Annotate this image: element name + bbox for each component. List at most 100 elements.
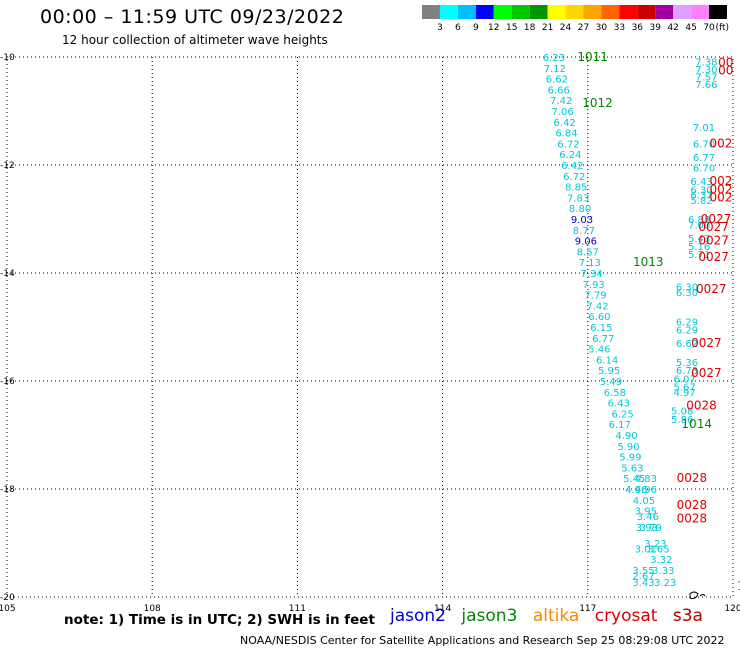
colorbar-tick: 45 xyxy=(685,23,696,33)
wave-height-label-east: 6.07 xyxy=(673,374,695,385)
cryosat-time-label: 002 xyxy=(709,182,732,196)
wave-height-label: 7.93 xyxy=(582,280,604,291)
wave-height-label: 3.32 xyxy=(650,555,672,566)
cryosat-time-label: 0027 xyxy=(698,220,729,234)
colorbar-swatch xyxy=(475,5,494,19)
chart-axes: 105 108 111 114 117 120 -10 -12 -14 -16 -18 -20 xyxy=(0,53,740,614)
wave-height-label-east: 5.36 xyxy=(676,358,698,369)
wave-height-label: 3.65 xyxy=(647,544,669,555)
wave-height-label: 3.93 xyxy=(636,523,658,534)
wave-height-label: 8.77 xyxy=(573,226,595,237)
wave-height-label: 7.83 xyxy=(567,193,589,204)
x-tick-label: 120 xyxy=(724,604,740,614)
wave-height-label-east: 5.08 xyxy=(671,407,693,418)
wave-height-label: 6.42 xyxy=(561,161,583,172)
wave-height-label: 6.43 xyxy=(608,399,630,410)
colorbar-swatch xyxy=(439,5,458,19)
wave-height-label: 9.03 xyxy=(571,215,593,226)
wave-height-label: 3.33 xyxy=(652,566,674,577)
cryosat-time-label: 0028 xyxy=(677,471,708,485)
jason3-time-label: 1011 xyxy=(577,50,608,64)
wave-height-label: 3.01 xyxy=(635,544,657,555)
wave-height-label: 6.24 xyxy=(559,150,581,161)
wave-height-label: 3.55 xyxy=(632,566,654,577)
wave-height-label-east: 6.77 xyxy=(693,153,715,164)
wave-height-label: 6.14 xyxy=(596,355,618,366)
wave-height-label: 5.90 xyxy=(617,442,639,453)
legend-jason2: jason2 xyxy=(390,606,446,626)
wave-height-label: 3.95 xyxy=(635,507,657,518)
wave-height-label: 6.25 xyxy=(612,409,634,420)
wave-height-label-east: 7.01 xyxy=(693,123,715,134)
colorbar-swatch xyxy=(511,5,530,19)
wave-height-label: 7.13 xyxy=(579,258,601,269)
cryosat-time-label: 0027 xyxy=(696,282,727,296)
legend-altika: altika xyxy=(532,606,580,626)
colorbar-tick: 15 xyxy=(506,23,517,33)
cryosat-time-label: 002 xyxy=(709,174,732,188)
wave-height-label: 9.06 xyxy=(575,237,597,248)
wave-height-label: 5.45 xyxy=(623,474,645,485)
wave-height-label-east: 5.67 xyxy=(673,382,695,393)
wave-height-label: 8.85 xyxy=(565,183,587,194)
legend-jason3: jason3 xyxy=(461,606,518,626)
wave-height-label: 2.67 xyxy=(632,571,654,582)
cryosat-time-label: 0028 xyxy=(686,398,717,412)
colorbar-tick: 70 xyxy=(703,23,715,33)
wave-height-label: 6.72 xyxy=(557,139,579,150)
wave-height-label: 7.06 xyxy=(551,107,573,118)
wave-height-label: 6.23 xyxy=(543,53,565,64)
satellite-legend: jason2 jason3 altika cryosat s3a xyxy=(390,606,713,626)
x-tick-label: 111 xyxy=(289,604,306,614)
legend-s3a: s3a xyxy=(672,606,703,626)
colorbar-swatch xyxy=(565,5,584,19)
colorbar-swatch xyxy=(673,5,692,19)
cryosat-time-label: 00 xyxy=(718,55,733,69)
colorbar-swatch xyxy=(691,5,710,19)
wave-height-label: 6.15 xyxy=(590,323,612,334)
colorbar-swatch xyxy=(619,5,638,19)
wave-height-label: 5.99 xyxy=(619,453,641,464)
wave-height-label-east: 7.38 xyxy=(695,57,717,68)
wave-height-label: 6.58 xyxy=(604,388,626,399)
colorbar-swatch xyxy=(709,5,727,19)
wave-height-label: 7.79 xyxy=(584,291,606,302)
colorbar-unit: (ft) xyxy=(715,23,729,33)
wave-height-label: 7.42 xyxy=(550,96,572,107)
colorbar-tick: 18 xyxy=(524,23,536,33)
cryosat-time-label: 002 xyxy=(709,136,732,150)
cryosat-time-label: 00 xyxy=(718,64,733,78)
colorbar-swatch xyxy=(601,5,620,19)
wave-height-label: 6.42 xyxy=(553,118,575,129)
y-tick-label: -12 xyxy=(0,161,15,171)
wave-height-label-east: 6.29 xyxy=(676,326,698,337)
chart-marks: 6.237.126.626.667.427.066.426.846.726.24… xyxy=(543,50,740,593)
colorbar-tick: 30 xyxy=(596,23,608,33)
wave-height-label: 6.66 xyxy=(548,85,570,96)
chart-grid xyxy=(7,57,733,597)
cryosat-time-label: 0027 xyxy=(698,250,729,264)
footer-credit: NOAA/NESDIS Center for Satellite Applica… xyxy=(240,634,725,647)
wave-height-label-east: 6.88 xyxy=(688,215,710,226)
wave-height-label-east: 5.82 xyxy=(690,196,712,207)
legend-cryosat: cryosat xyxy=(594,606,658,626)
wave-height-label: 5.49 xyxy=(600,377,622,388)
wave-height-label-east: 6.70 xyxy=(693,139,715,150)
colorbar-swatch xyxy=(529,5,548,19)
y-tick-label: -10 xyxy=(0,53,15,63)
wave-height-label: 6.17 xyxy=(609,420,631,431)
wave-height-label: 8.57 xyxy=(577,247,599,258)
wave-height-label: 5.63 xyxy=(621,463,643,474)
colorbar-tick: 39 xyxy=(650,23,662,33)
wave-height-label: 4.05 xyxy=(633,496,655,507)
wave-height-label: 7.34 xyxy=(581,269,603,280)
wave-height-label-east: 6.43 xyxy=(690,177,712,188)
wave-height-label: 6.72 xyxy=(563,172,585,183)
plot-frame xyxy=(6,56,734,598)
wave-height-label-east: 6.30 xyxy=(676,283,698,294)
colorbar-tick: 42 xyxy=(667,23,678,33)
wave-height-label: 7.42 xyxy=(586,301,608,312)
wave-height-label: 5.95 xyxy=(598,366,620,377)
wave-height-label: 3.23 xyxy=(644,539,666,550)
